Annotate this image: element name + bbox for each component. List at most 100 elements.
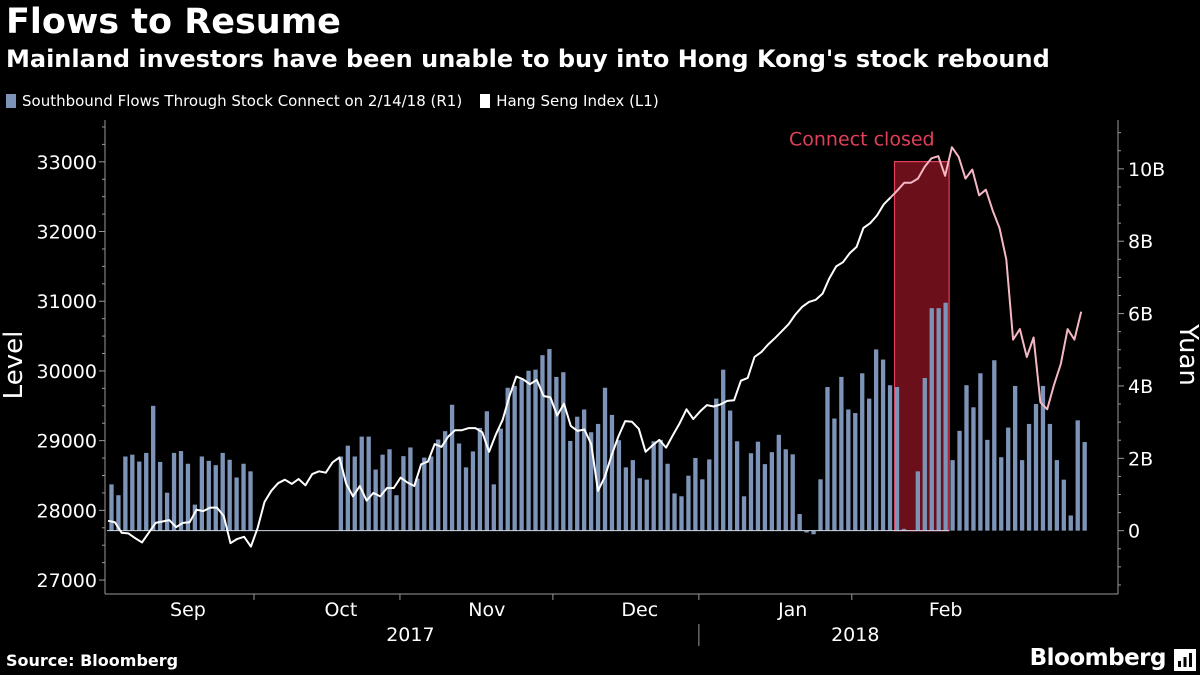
flow-bar <box>1040 385 1046 531</box>
hang-seng-line-closed-period <box>889 146 1083 411</box>
flow-bar <box>665 463 670 531</box>
brand-logo-text: Bloomberg <box>1029 645 1167 671</box>
flow-bar <box>985 439 990 531</box>
flow-bar <box>741 496 747 531</box>
chart-title: Flows to Resume <box>6 2 341 42</box>
flow-bar <box>783 449 788 531</box>
flow-bar <box>456 443 462 531</box>
flow-bar <box>199 456 204 531</box>
flow-bar <box>1006 427 1011 531</box>
flow-bar <box>164 492 170 531</box>
flow-bar <box>616 440 622 531</box>
flow-bar <box>157 461 163 531</box>
year-label: 2018 <box>831 624 879 646</box>
left-axis-tick-label: 32000 <box>37 222 97 244</box>
right-axis-tick-label: 4B <box>1128 376 1153 398</box>
highlight-region <box>893 161 950 532</box>
flow-bar <box>1068 515 1073 531</box>
flow-bar <box>1082 442 1087 531</box>
flow-bar <box>853 413 858 531</box>
flow-bar <box>860 373 865 531</box>
flow-bar <box>630 460 635 531</box>
flow-bar <box>825 387 830 531</box>
flow-bar <box>915 471 920 531</box>
flow-bar <box>880 359 886 531</box>
flow-bar <box>178 451 184 531</box>
flow-bar <box>442 431 448 531</box>
flow-bar <box>755 441 761 531</box>
month-label: Feb <box>929 599 963 621</box>
flow-bar <box>693 457 698 531</box>
flow-bar <box>248 471 253 531</box>
flow-bar <box>894 387 900 531</box>
flow-bar <box>137 461 142 531</box>
flow-bar <box>707 459 712 531</box>
flow-bar <box>867 398 872 531</box>
flow-bar <box>498 428 503 531</box>
flow-bar <box>1013 385 1018 531</box>
flow-bar <box>227 459 232 531</box>
flow-bar <box>609 414 615 531</box>
month-label: Oct <box>324 599 357 621</box>
flow-bar <box>776 434 781 531</box>
right-axis-tick-label: 8B <box>1128 231 1153 253</box>
flow-bar <box>359 436 364 531</box>
flow-bar <box>929 308 934 531</box>
flow-bar <box>185 463 191 531</box>
flow-bar <box>415 478 420 531</box>
flow-bar <box>978 373 983 531</box>
flow-bar <box>366 436 371 531</box>
flow-bar <box>714 398 719 531</box>
flow-bar <box>804 530 809 533</box>
left-axis-tick-label: 28000 <box>37 500 97 522</box>
flow-bar <box>936 308 941 531</box>
flow-bar <box>846 409 851 531</box>
flow-bar <box>1033 404 1039 531</box>
flow-bar <box>109 484 114 531</box>
flow-bar <box>727 410 733 531</box>
flow-bar <box>943 302 948 531</box>
flow-bar <box>658 439 663 531</box>
legend: Southbound Flows Through Stock Connect o… <box>6 92 677 110</box>
month-label: Sep <box>170 599 206 621</box>
flow-bar <box>999 457 1004 531</box>
flow-bar <box>408 447 413 531</box>
legend-label-hsi: Hang Seng Index (L1) <box>496 92 659 110</box>
flow-bar <box>873 349 879 531</box>
flow-bar <box>901 528 907 531</box>
right-axis-title: Yuan <box>1173 323 1200 386</box>
left-axis-title: Level <box>0 331 29 400</box>
month-label: Dec <box>621 599 658 621</box>
legend-item-flows: Southbound Flows Through Stock Connect o… <box>6 92 462 110</box>
flow-bar <box>832 418 837 531</box>
flow-bar <box>213 465 218 531</box>
flow-bar <box>561 372 566 531</box>
flow-bar <box>554 376 559 531</box>
flow-bar <box>394 495 399 531</box>
left-axis-tick-label: 27000 <box>37 570 97 592</box>
flow-bar <box>526 370 531 531</box>
flow-bar <box>491 484 496 531</box>
flow-bar <box>1075 420 1080 531</box>
flow-bar <box>964 385 969 531</box>
flow-bar <box>769 452 775 531</box>
flow-bar <box>575 416 580 531</box>
right-axis-tick-label: 2B <box>1128 448 1153 470</box>
flow-bar <box>734 441 740 531</box>
flow-bar <box>116 495 121 531</box>
flow-bar <box>123 456 128 531</box>
right-axis-tick-label: 10B <box>1128 159 1165 181</box>
flow-bar <box>505 387 510 531</box>
legend-label-flows: Southbound Flows Through Stock Connect o… <box>22 92 463 110</box>
legend-swatch-hsi <box>480 94 491 108</box>
flow-bar <box>950 460 955 531</box>
flow-bar <box>1061 479 1066 531</box>
flow-bar <box>651 441 656 531</box>
flow-bar <box>1019 460 1025 531</box>
flow-bar <box>484 411 490 531</box>
flow-bar <box>971 407 976 531</box>
flow-bar <box>220 452 225 531</box>
flow-bar <box>762 464 768 531</box>
flow-bar <box>477 427 483 531</box>
highlight-annotation: Connect closed <box>789 129 935 151</box>
